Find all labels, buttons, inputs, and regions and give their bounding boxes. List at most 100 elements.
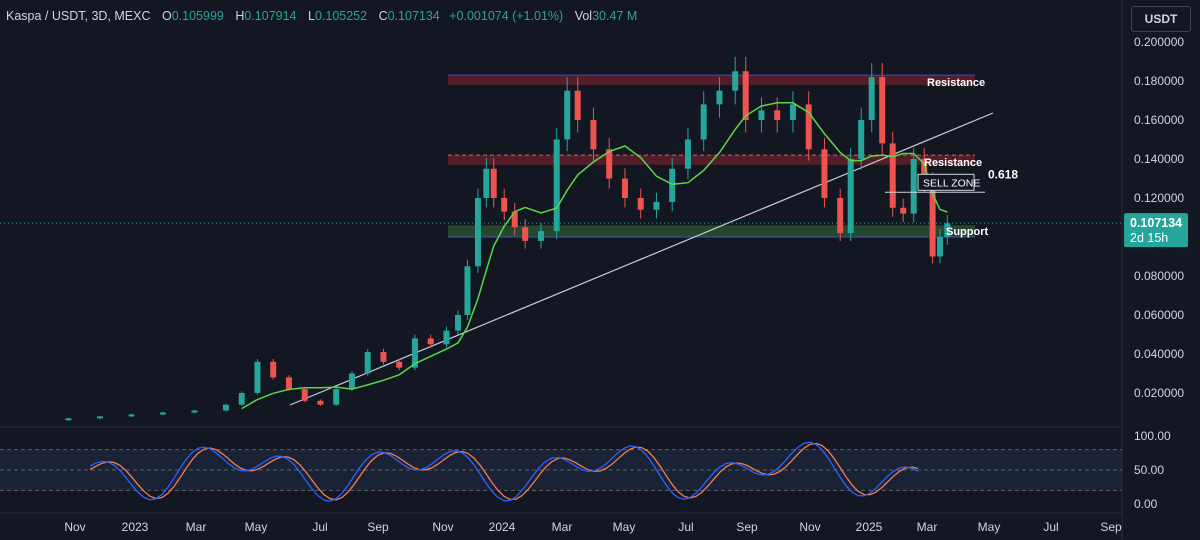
candle-body (411, 338, 418, 368)
candle-body (537, 231, 544, 241)
last-price-countdown: 2d 15h (1130, 231, 1168, 245)
time-tick-label: Nov (799, 520, 820, 534)
change-value: +0.001074 (+1.01%) (449, 9, 564, 23)
candle-body (669, 168, 676, 202)
time-tick-label: Sep (367, 520, 389, 534)
open-label: O (161, 9, 172, 23)
candle-body (333, 389, 340, 405)
symbol-title: Kaspa / USDT, 3D, MEXC (6, 9, 151, 23)
candle-body (396, 361, 403, 368)
last-price-tag (1124, 213, 1188, 248)
time-tick-label: Jul (678, 520, 693, 534)
high-label: H (235, 9, 245, 23)
candle-body (522, 227, 529, 241)
candle-body (364, 352, 371, 374)
candle-body (270, 361, 277, 378)
oscillator-tick-label: 100.00 (1134, 429, 1171, 443)
candle-body (921, 159, 928, 183)
candle-body (789, 104, 796, 120)
candle-body (805, 104, 812, 150)
candle-body (879, 77, 886, 144)
candle-body (301, 389, 308, 401)
candle-body (742, 71, 749, 120)
time-tick-label: 2025 (856, 520, 883, 534)
candle-body (700, 104, 707, 140)
candle-body (65, 418, 72, 421)
candle-body (455, 315, 461, 331)
candle-body (774, 110, 781, 120)
candle-body (621, 178, 628, 198)
sell-zone-label: SELL ZONE (923, 177, 980, 189)
price-tick-label: 0.060000 (1134, 308, 1184, 322)
last-price-value: 0.107134 (1130, 216, 1182, 230)
candle-body (716, 90, 723, 105)
candle-body (606, 149, 613, 179)
candle-body (222, 404, 229, 411)
candle-body (553, 139, 560, 232)
volume-value: 30.47 M (592, 9, 638, 23)
time-tick-label: Nov (64, 520, 85, 534)
moving-average-line (241, 102, 948, 410)
stoch-k-line (89, 441, 919, 502)
time-tick-label: 2023 (122, 520, 149, 534)
time-tick-label: Sep (1100, 520, 1122, 534)
candle-body (900, 207, 907, 214)
time-tick-label: Mar (917, 520, 938, 534)
candle-body (474, 198, 481, 267)
candle-body (285, 377, 292, 390)
time-tick-label: Nov (432, 520, 453, 534)
candle-body (96, 416, 103, 419)
candle-body (238, 393, 245, 405)
price-tick-label: 0.120000 (1134, 191, 1184, 205)
candle-body (128, 414, 135, 417)
candle-body (637, 198, 644, 210)
candle-body (732, 71, 739, 91)
price-tick-label: 0.160000 (1134, 113, 1184, 127)
oscillator-tick-label: 50.00 (1134, 463, 1164, 477)
support-label: Support (946, 226, 988, 238)
candle-body (868, 77, 875, 120)
candle-body (191, 410, 198, 413)
currency-button[interactable]: USDT (1131, 6, 1191, 32)
low-value: 0.105252 (314, 9, 368, 23)
candle-body (574, 90, 581, 120)
candle-body (159, 412, 166, 415)
candle-body (490, 168, 497, 198)
time-tick-label: Jul (312, 520, 327, 534)
candle-body (380, 352, 387, 362)
oscillator-tick-label: 0.00 (1134, 497, 1158, 511)
stoch-d-line (89, 442, 919, 501)
close-value: 0.107134 (387, 9, 440, 23)
volume-label: Vol (574, 9, 593, 23)
candle-body (929, 182, 936, 257)
price-tick-label: 0.080000 (1134, 269, 1184, 283)
price-tick-label: 0.200000 (1134, 35, 1184, 49)
open-value: 0.105999 (171, 9, 224, 23)
resistance-zone-top (448, 75, 975, 85)
time-tick-label: May (613, 520, 636, 534)
time-tick-label: Mar (186, 520, 207, 534)
time-tick-label: 2024 (489, 520, 516, 534)
candle-body (758, 110, 765, 120)
candle-body (684, 139, 691, 169)
candle-body (858, 120, 865, 159)
candle-body (821, 149, 828, 198)
close-label: C (378, 9, 388, 23)
price-tick-label: 0.040000 (1134, 347, 1184, 361)
ohlc-header: Kaspa / USDT, 3D, MEXC O0.105999 H0.1079… (6, 9, 637, 23)
time-tick-label: Mar (552, 520, 573, 534)
time-tick-label: Jul (1043, 520, 1058, 534)
candle-body (847, 159, 854, 234)
candle-body (348, 373, 355, 390)
ascending-trendline (289, 112, 994, 406)
candle-body (653, 201, 660, 210)
candle-body (427, 338, 434, 345)
support-zone (448, 225, 975, 237)
candle-body (483, 168, 490, 198)
resistance-zone-mid (448, 155, 975, 165)
candle-body (837, 198, 844, 234)
fib-label: 0.618 (988, 167, 1018, 181)
candle-body (511, 211, 518, 228)
time-tick-label: May (245, 520, 268, 534)
